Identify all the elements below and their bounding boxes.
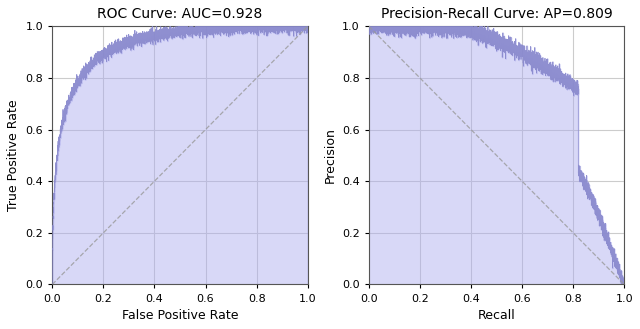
X-axis label: Recall: Recall: [477, 309, 515, 322]
Title: Precision-Recall Curve: AP=0.809: Precision-Recall Curve: AP=0.809: [381, 7, 612, 21]
Y-axis label: True Positive Rate: True Positive Rate: [7, 100, 20, 211]
Title: ROC Curve: AUC=0.928: ROC Curve: AUC=0.928: [97, 7, 262, 21]
Y-axis label: Precision: Precision: [323, 127, 337, 183]
X-axis label: False Positive Rate: False Positive Rate: [122, 309, 238, 322]
